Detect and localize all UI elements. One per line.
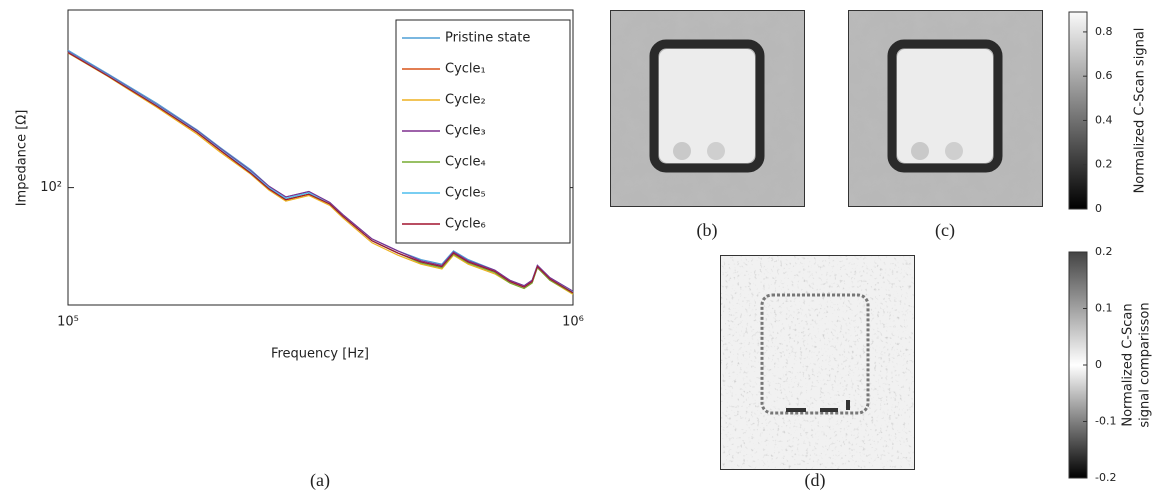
colorbar-label: Normalized C-Scan <box>1121 303 1136 426</box>
legend-label: Cycle₂ <box>445 93 486 108</box>
colorbar-tick-label: 0.8 <box>1095 25 1113 38</box>
legend-label: Pristine state <box>445 31 530 46</box>
legend-label: Cycle₆ <box>445 217 486 232</box>
colorbar-tick-label: 0.2 <box>1095 245 1113 258</box>
colorbar-tick-label: 0.4 <box>1095 113 1113 126</box>
panel-caption: (c) <box>935 220 955 241</box>
x-axis-label: Frequency [Hz] <box>271 347 369 362</box>
legend-label: Cycle₄ <box>445 155 486 170</box>
x-tick-label: 10⁵ <box>57 315 79 330</box>
series-line <box>67 51 574 292</box>
y-axis-label: Impedance [Ω] <box>15 110 30 207</box>
legend-label: Cycle₅ <box>445 186 486 201</box>
panel-caption: (a) <box>310 470 330 491</box>
panel-caption: (b) <box>697 220 718 241</box>
colorbar-tick-label: 0.1 <box>1095 302 1113 315</box>
c-scan-image <box>610 10 805 207</box>
colorbar-tick-label: 0.2 <box>1095 158 1113 171</box>
colorbar-label: signal comparisson <box>1138 302 1153 427</box>
colorbar-tick-label: -0.1 <box>1095 415 1116 428</box>
legend-label: Cycle₃ <box>445 124 486 139</box>
colorbar-tick-label: 0 <box>1095 358 1102 371</box>
panel-caption: (d) <box>805 470 826 491</box>
x-tick-label: 10⁶ <box>562 315 584 330</box>
colorbar-label: Normalized C-Scan signal <box>1133 28 1148 194</box>
comparison-image <box>720 255 915 470</box>
series-line <box>67 51 574 294</box>
colorbar-tick-label: -0.2 <box>1095 471 1116 484</box>
legend-label: Cycle₁ <box>445 62 486 77</box>
colorbar <box>1068 11 1088 210</box>
colorbar-tick-label: 0 <box>1095 202 1102 215</box>
y-tick-label: 10² <box>40 180 62 195</box>
c-scan-image <box>848 10 1043 207</box>
colorbar-tick-label: 0.6 <box>1095 69 1113 82</box>
